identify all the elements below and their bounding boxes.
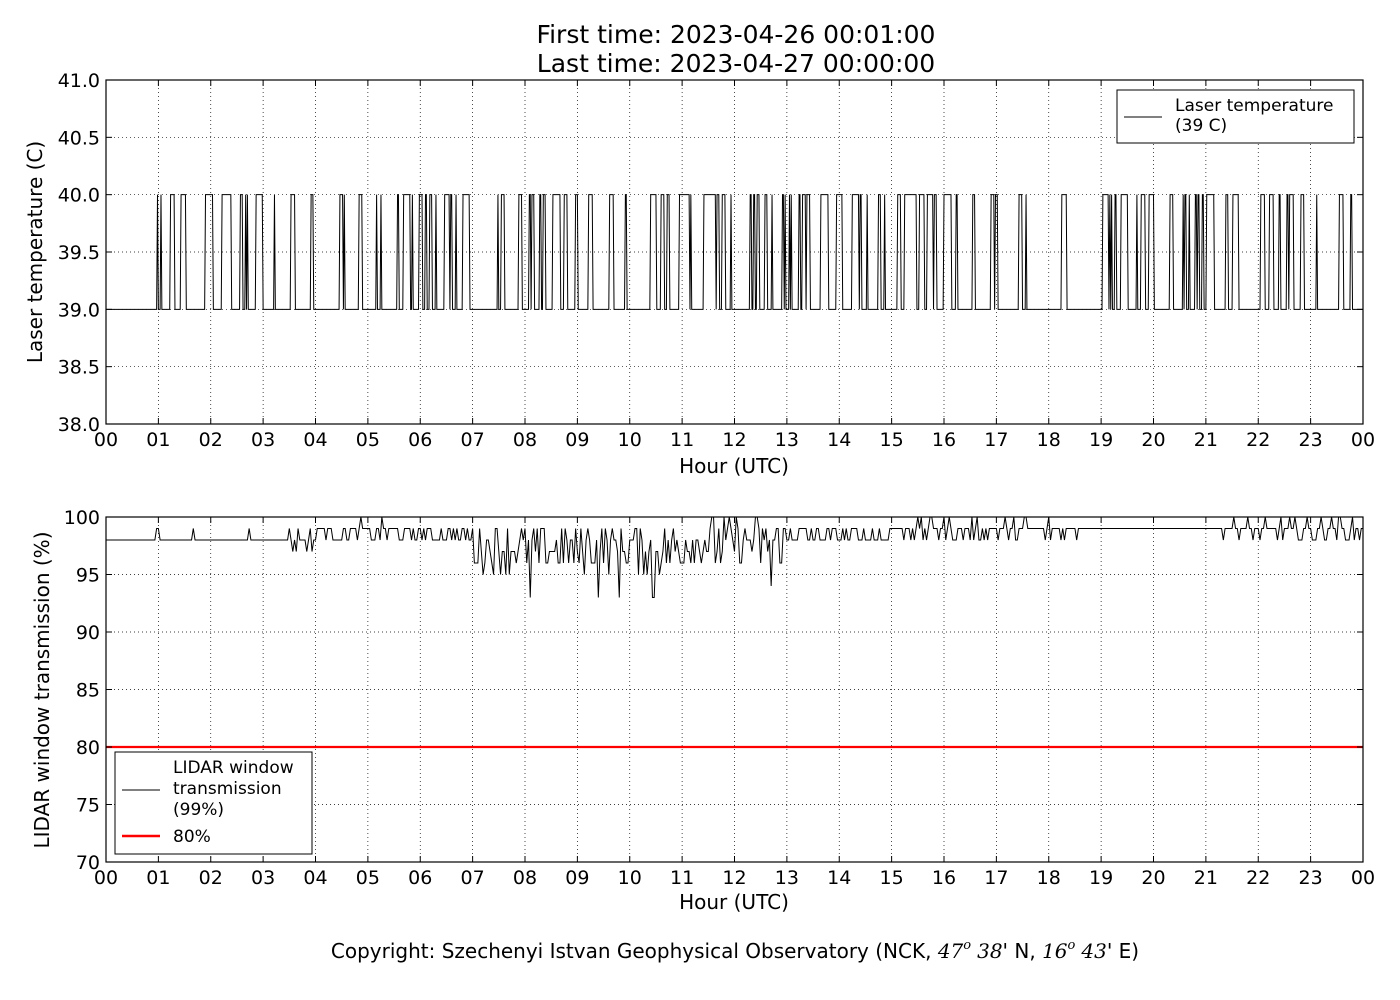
laser-temperature-x-tick-label: 03 — [251, 429, 275, 451]
lidar-transmission-y-tick-label: 90 — [76, 622, 100, 644]
laser-temperature-x-tick-label: 00 — [1351, 429, 1375, 451]
laser-temperature-x-tick-label: 00 — [94, 429, 118, 451]
lidar-transmission-x-tick-label: 23 — [1299, 867, 1323, 889]
lidar-transmission-x-tick-label: 06 — [408, 867, 432, 889]
footer-lat-rest: ' N, — [1003, 939, 1043, 963]
laser-temperature-x-tick-label: 21 — [1194, 429, 1218, 451]
lidar-transmission-y-ticks: 70 75 80 85 90 95 100 — [64, 507, 1363, 874]
laser-temperature-x-tick-label: 23 — [1299, 429, 1323, 451]
laser-temperature-y-axis-label: Laser temperature (C) — [23, 141, 47, 363]
lidar-transmission-legend-line2: transmission — [173, 779, 282, 799]
laser-temperature-x-tick-label: 11 — [670, 429, 694, 451]
laser-temperature-x-tick-label: 19 — [1089, 429, 1113, 451]
lidar-transmission-x-ticks: 00 01 02 03 04 05 06 07 08 09 10 11 12 13 14 15 16 17 18 19… — [94, 517, 1375, 889]
laser-temperature-series — [106, 194, 1363, 310]
lidar-transmission-x-tick-label: 18 — [1037, 867, 1061, 889]
lidar-transmission-y-tick-label: 100 — [64, 507, 100, 529]
footer-lon-min: 43 — [1080, 939, 1106, 963]
lidar-transmission-x-tick-label: 10 — [618, 867, 642, 889]
laser-temperature-y-tick-label: 38.0 — [58, 414, 100, 436]
laser-temperature-y-tick-label: 41.0 — [58, 70, 100, 92]
lidar-transmission-panel: 00 01 02 03 04 05 06 07 08 09 10 11 12 13 14 15 16 17 18 19… — [30, 507, 1375, 914]
laser-temperature-x-tick-label: 01 — [146, 429, 170, 451]
laser-temperature-legend: Laser temperature (39 C) — [1116, 89, 1355, 144]
lidar-transmission-x-tick-label: 19 — [1089, 867, 1113, 889]
footer-lat-deg: 47 — [937, 939, 964, 963]
laser-temperature-x-ticks: 00 01 02 03 04 05 06 07 08 09 10 11 12 13 14 15 16 17 18 19… — [94, 80, 1375, 451]
laser-temperature-legend-label: Laser temperature — [1175, 96, 1333, 116]
laser-temperature-x-tick-label: 20 — [1141, 429, 1165, 451]
laser-temperature-x-tick-label: 08 — [513, 429, 537, 451]
footer-lat-deg-sup: o — [963, 938, 971, 953]
laser-temperature-x-tick-label: 10 — [618, 429, 642, 451]
lidar-transmission-x-tick-label: 12 — [722, 867, 746, 889]
footer-prefix: Copyright: Szechenyi Istvan Geophysical … — [331, 939, 938, 963]
lidar-transmission-y-tick-label: 85 — [76, 680, 100, 702]
threshold-legend-label: 80% — [173, 827, 211, 847]
footer-lat-min: 38 — [977, 939, 1002, 963]
laser-temperature-x-tick-label: 14 — [827, 429, 851, 451]
lidar-transmission-x-tick-label: 04 — [303, 867, 327, 889]
lidar-transmission-x-tick-label: 03 — [251, 867, 275, 889]
lidar-transmission-y-tick-label: 75 — [76, 795, 100, 817]
laser-temperature-panel: 00 01 02 03 04 05 06 07 08 09 10 11 12 13 14 15 16 17 18 19… — [23, 70, 1375, 478]
laser-temperature-x-tick-label: 05 — [356, 429, 380, 451]
laser-temperature-x-tick-label: 06 — [408, 429, 432, 451]
lidar-transmission-x-axis-label: Hour (UTC) — [679, 890, 789, 914]
lidar-transmission-y-tick-label: 80 — [76, 737, 100, 759]
lidar-transmission-x-tick-label: 16 — [932, 867, 956, 889]
lidar-transmission-x-tick-label: 20 — [1141, 867, 1165, 889]
laser-temperature-x-tick-label: 02 — [199, 429, 223, 451]
lidar-transmission-x-tick-label: 14 — [827, 867, 851, 889]
footer-lon-deg: 16 — [1042, 939, 1068, 963]
laser-temperature-x-axis-label: Hour (UTC) — [679, 454, 789, 478]
lidar-transmission-y-tick-label: 70 — [76, 852, 100, 874]
lidar-transmission-legend-line1: LIDAR window — [173, 758, 294, 778]
lidar-transmission-x-tick-label: 09 — [565, 867, 589, 889]
lidar-transmission-legend-line3: (99%) — [173, 800, 224, 820]
laser-temperature-y-tick-label: 40.5 — [58, 127, 100, 149]
lidar-transmission-series — [106, 516, 1363, 598]
laser-temperature-x-tick-label: 09 — [565, 429, 589, 451]
lidar-transmission-x-tick-label: 08 — [513, 867, 537, 889]
lidar-transmission-x-tick-label: 00 — [1351, 867, 1375, 889]
lidar-transmission-x-tick-label: 01 — [146, 867, 170, 889]
lidar-transmission-x-tick-label: 13 — [775, 867, 799, 889]
laser-temperature-y-tick-label: 38.5 — [58, 357, 100, 379]
lidar-transmission-legend: LIDAR window transmission (99%) 80% — [114, 751, 313, 855]
laser-temperature-x-tick-label: 16 — [932, 429, 956, 451]
lidar-transmission-x-tick-label: 02 — [199, 867, 223, 889]
footer-lon-deg-sup: o — [1068, 938, 1076, 953]
footer-lon-rest: ' E) — [1107, 939, 1139, 963]
lidar-transmission-x-tick-label: 21 — [1194, 867, 1218, 889]
laser-temperature-legend-value: (39 C) — [1175, 116, 1227, 136]
laser-temperature-x-tick-label: 15 — [880, 429, 904, 451]
lidar-transmission-x-tick-label: 11 — [670, 867, 694, 889]
lidar-transmission-y-tick-label: 95 — [76, 565, 100, 587]
laser-temperature-x-tick-label: 17 — [984, 429, 1008, 451]
laser-temperature-x-tick-label: 13 — [775, 429, 799, 451]
laser-temperature-x-tick-label: 18 — [1037, 429, 1061, 451]
laser-temperature-line — [106, 194, 1363, 310]
laser-temperature-x-tick-label: 04 — [303, 429, 327, 451]
copyright-footer: Copyright: Szechenyi Istvan Geophysical … — [331, 938, 1139, 963]
laser-temperature-x-tick-label: 07 — [461, 429, 485, 451]
laser-temperature-x-tick-label: 12 — [722, 429, 746, 451]
laser-temperature-y-tick-label: 39.5 — [58, 242, 100, 264]
chart-title-line1: First time: 2023-04-26 00:01:00 — [537, 20, 936, 49]
lidar-transmission-x-tick-label: 22 — [1246, 867, 1270, 889]
lidar-transmission-x-tick-label: 15 — [880, 867, 904, 889]
lidar-transmission-x-tick-label: 00 — [94, 867, 118, 889]
lidar-transmission-y-axis-label: LIDAR window transmission (%) — [30, 532, 54, 849]
lidar-transmission-x-tick-label: 07 — [461, 867, 485, 889]
laser-temperature-y-ticks: 38.0 38.5 39.0 39.5 40.0 40.5 41.0 — [58, 70, 1363, 436]
lidar-transmission-x-tick-label: 05 — [356, 867, 380, 889]
lidar-transmission-x-tick-label: 17 — [984, 867, 1008, 889]
laser-temperature-y-tick-label: 39.0 — [58, 299, 100, 321]
chart-title-line2: Last time: 2023-04-27 00:00:00 — [537, 49, 935, 78]
laser-temperature-y-tick-label: 40.0 — [58, 185, 100, 207]
lidar-transmission-line — [106, 516, 1363, 598]
laser-temperature-x-tick-label: 22 — [1246, 429, 1270, 451]
